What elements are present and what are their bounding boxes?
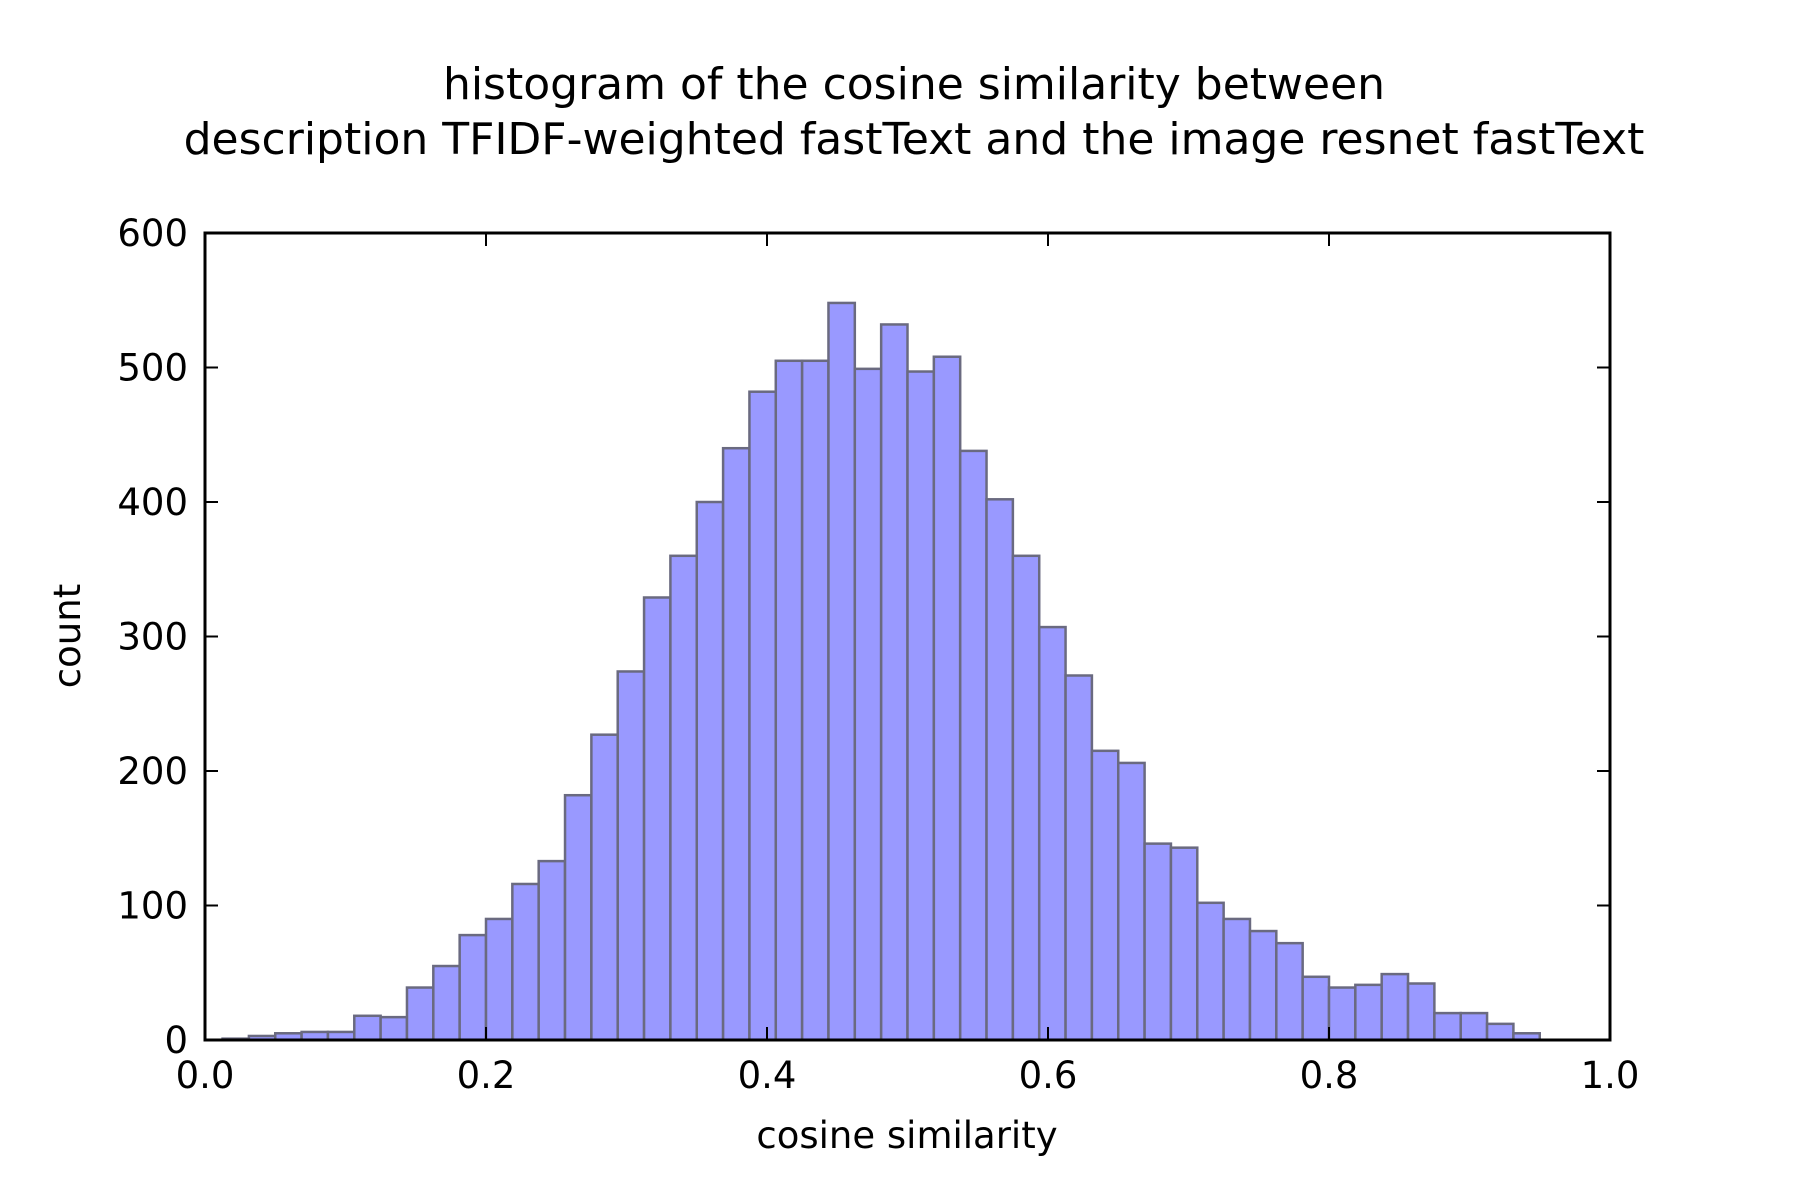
histogram-bar	[1327, 986, 1357, 1042]
axis-ticks: 0.0 0.2 0.4 0.6 0.8 1.0 0 100 200 300 400 500 600	[117, 212, 1639, 1097]
histogram-bar	[695, 500, 725, 1042]
histogram-bar	[1037, 625, 1067, 1042]
histogram-bar	[537, 859, 567, 1042]
histogram-bar	[590, 733, 619, 1042]
histogram-bar	[853, 367, 883, 1042]
plot-frame	[203, 231, 1612, 1042]
histogram-bar	[985, 498, 1015, 1042]
histogram-bar	[1196, 901, 1225, 1042]
histogram-bar	[1011, 554, 1041, 1042]
histogram-bar	[721, 446, 751, 1042]
y-tick-label: 400	[117, 481, 188, 524]
histogram-bar	[1380, 972, 1410, 1042]
chart-title-line-1: histogram of the cosine similarity betwe…	[443, 59, 1385, 110]
histogram-bar	[1090, 749, 1120, 1042]
histogram-bar	[1064, 674, 1094, 1042]
histogram-bar	[1433, 1011, 1462, 1042]
histogram-bar	[1275, 941, 1304, 1042]
histogram-bar	[458, 933, 488, 1042]
chart-title-line-2: description TFIDF-weighted fastText and …	[184, 114, 1645, 165]
histogram-bar	[932, 355, 962, 1042]
y-tick-label: 600	[117, 212, 188, 255]
x-tick-label: 0.8	[1300, 1054, 1359, 1097]
histogram-bar	[1169, 846, 1199, 1042]
y-axis-label: count	[46, 584, 89, 688]
histogram-bar	[774, 359, 804, 1042]
histogram-bar	[1143, 842, 1173, 1042]
x-axis-label: cosine similarity	[756, 1114, 1057, 1157]
histogram-bar	[1301, 975, 1331, 1042]
histogram-bar	[432, 964, 461, 1042]
histogram-bar	[563, 793, 593, 1042]
histogram-bar	[1117, 761, 1146, 1042]
histogram-bar	[1406, 982, 1436, 1042]
histogram-bar	[405, 986, 435, 1042]
histogram-bar	[1222, 917, 1252, 1042]
x-tick-label: 0.4	[738, 1054, 797, 1097]
histogram-bar	[748, 390, 778, 1042]
histogram-bar	[958, 449, 988, 1042]
histogram-bar	[906, 370, 936, 1042]
x-tick-label: 0.6	[1019, 1054, 1078, 1097]
x-tick-label: 0.2	[457, 1054, 516, 1097]
histogram-bar	[642, 596, 672, 1042]
x-tick-label: 1.0	[1581, 1054, 1640, 1097]
histogram-bar	[511, 882, 540, 1042]
histogram-bar	[1459, 1011, 1489, 1042]
y-tick-label: 500	[117, 347, 188, 390]
x-tick-label: 0.0	[176, 1054, 235, 1097]
y-tick-label: 0	[164, 1019, 188, 1062]
y-tick-label: 200	[117, 750, 188, 793]
histogram-bar	[616, 670, 646, 1042]
y-tick-label: 100	[117, 885, 188, 928]
histogram-bar	[353, 1014, 382, 1042]
histogram-bar	[879, 323, 909, 1042]
histogram-bar	[1354, 983, 1383, 1042]
histogram-bars	[221, 301, 1541, 1042]
histogram-bar	[379, 1015, 409, 1042]
histogram-bar	[800, 359, 830, 1042]
histogram-bar	[1485, 1022, 1515, 1042]
y-tick-label: 300	[117, 616, 188, 659]
histogram-bar	[669, 554, 698, 1042]
histogram-bar	[827, 301, 857, 1042]
histogram-bar	[484, 917, 514, 1042]
histogram-bar	[1248, 929, 1278, 1042]
